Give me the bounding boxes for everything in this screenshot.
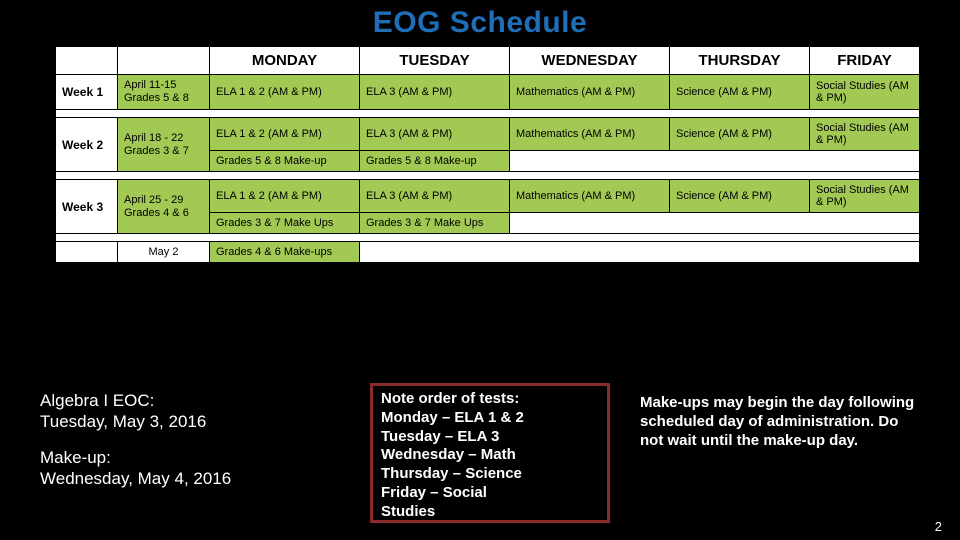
- week3-fri: Social Studies (AM & PM): [810, 180, 920, 213]
- eoc-date: Tuesday, May 3, 2016: [40, 412, 206, 431]
- notes-right: Make-ups may begin the day following sch…: [640, 394, 920, 450]
- order-wed: Wednesday – Math: [381, 446, 599, 465]
- week3-row: Week 3 April 25 - 29 Grades 4 & 6 ELA 1 …: [56, 180, 920, 213]
- week2-label: Week 2: [56, 118, 118, 172]
- week3-makeup-tue: Grades 3 & 7 Make Ups: [360, 213, 510, 234]
- gap3: [56, 234, 920, 242]
- header-fri: FRIDAY: [810, 47, 920, 75]
- order-mon: Monday – ELA 1 & 2: [381, 409, 599, 428]
- week1-wed: Mathematics (AM & PM): [510, 75, 670, 110]
- header-row: MONDAY TUESDAY WEDNESDAY THURSDAY FRIDAY: [56, 47, 920, 75]
- order-fri2: Studies: [381, 503, 599, 522]
- week3-mon: ELA 1 & 2 (AM & PM): [210, 180, 360, 213]
- gap1: [56, 110, 920, 118]
- page-title: EOG Schedule: [0, 0, 960, 40]
- week1-mon: ELA 1 & 2 (AM & PM): [210, 75, 360, 110]
- week3-wed: Mathematics (AM & PM): [510, 180, 670, 213]
- final-row: May 2 Grades 4 & 6 Make-ups: [56, 242, 920, 263]
- week2-thu: Science (AM & PM): [670, 118, 810, 151]
- header-blank-2: [118, 47, 210, 75]
- week2-makeup-tue: Grades 5 & 8 Make-up: [360, 151, 510, 172]
- notes-center-box: Note order of tests: Monday – ELA 1 & 2 …: [370, 383, 610, 523]
- week2-tue: ELA 3 (AM & PM): [360, 118, 510, 151]
- header-thu: THURSDAY: [670, 47, 810, 75]
- week3-tue: ELA 3 (AM & PM): [360, 180, 510, 213]
- order-thu: Thursday – Science: [381, 465, 599, 484]
- page-number: 2: [935, 519, 942, 534]
- makeup-date: Wednesday, May 4, 2016: [40, 469, 231, 488]
- order-tue: Tuesday – ELA 3: [381, 428, 599, 447]
- week2-mon: ELA 1 & 2 (AM & PM): [210, 118, 360, 151]
- week3-date: April 25 - 29 Grades 4 & 6: [118, 180, 210, 234]
- week2-makeup-mon: Grades 5 & 8 Make-up: [210, 151, 360, 172]
- week3-label: Week 3: [56, 180, 118, 234]
- final-text: Grades 4 & 6 Make-ups: [210, 242, 360, 263]
- week1-tue: ELA 3 (AM & PM): [360, 75, 510, 110]
- week1-fri: Social Studies (AM & PM): [810, 75, 920, 110]
- notes-left: Algebra I EOC: Tuesday, May 3, 2016 Make…: [40, 390, 340, 503]
- schedule-table-wrap: MONDAY TUESDAY WEDNESDAY THURSDAY FRIDAY…: [55, 46, 905, 263]
- week2-date: April 18 - 22 Grades 3 & 7: [118, 118, 210, 172]
- schedule-table: MONDAY TUESDAY WEDNESDAY THURSDAY FRIDAY…: [55, 46, 920, 263]
- week1-row: Week 1 April 11-15 Grades 5 & 8 ELA 1 & …: [56, 75, 920, 110]
- final-date: May 2: [118, 242, 210, 263]
- week1-thu: Science (AM & PM): [670, 75, 810, 110]
- week2-wed: Mathematics (AM & PM): [510, 118, 670, 151]
- order-fri1: Friday – Social: [381, 484, 599, 503]
- week2-row: Week 2 April 18 - 22 Grades 3 & 7 ELA 1 …: [56, 118, 920, 151]
- header-tue: TUESDAY: [360, 47, 510, 75]
- header-mon: MONDAY: [210, 47, 360, 75]
- week3-makeup-mon: Grades 3 & 7 Make Ups: [210, 213, 360, 234]
- header-wed: WEDNESDAY: [510, 47, 670, 75]
- order-title: Note order of tests:: [381, 390, 599, 409]
- week3-thu: Science (AM & PM): [670, 180, 810, 213]
- eoc-label: Algebra I EOC:: [40, 391, 154, 410]
- week2-fri: Social Studies (AM & PM): [810, 118, 920, 151]
- week1-date: April 11-15 Grades 5 & 8: [118, 75, 210, 110]
- gap2: [56, 172, 920, 180]
- makeup-label: Make-up:: [40, 448, 111, 467]
- week1-label: Week 1: [56, 75, 118, 110]
- header-blank-1: [56, 47, 118, 75]
